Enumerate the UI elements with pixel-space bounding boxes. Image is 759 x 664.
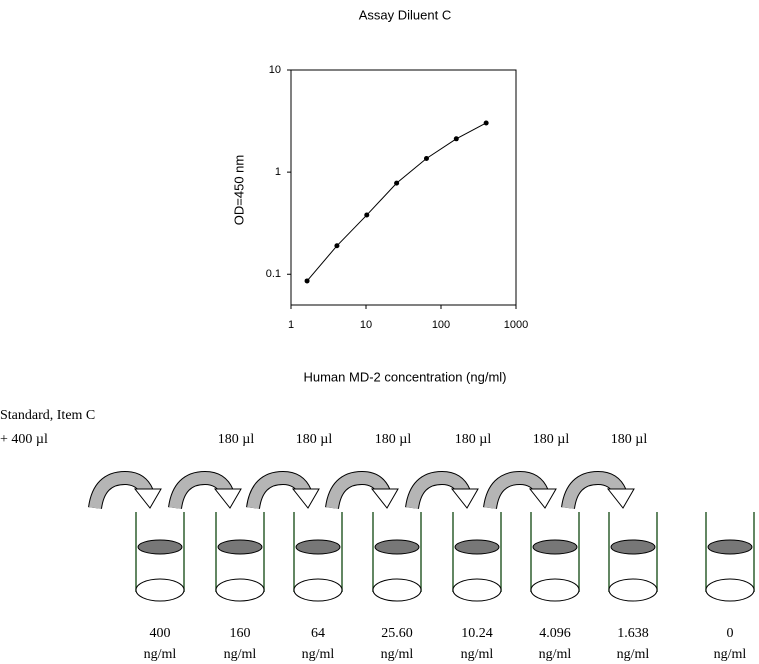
arrow-head <box>291 488 320 509</box>
tube-unit: ng/ml <box>224 647 257 662</box>
tube-liquid <box>217 539 263 555</box>
tube-bottom <box>452 578 502 602</box>
tube-concentration: 25.60 <box>381 626 413 641</box>
arrow-head <box>133 488 162 509</box>
y-tick-label: 10 <box>269 64 281 76</box>
tube-unit: ng/ml <box>144 647 177 662</box>
arrow-body <box>406 471 470 510</box>
arrow-head <box>606 488 635 509</box>
tube-liquid <box>610 539 656 555</box>
tube-bottom <box>293 578 343 602</box>
tube-concentration: 0 <box>727 626 734 641</box>
transfer-volume: 180 µl <box>455 432 492 447</box>
tube-unit: ng/ml <box>539 647 572 662</box>
tube-concentration: 4.096 <box>539 626 571 641</box>
arrow-body <box>326 471 390 510</box>
tube-bottom <box>705 578 755 602</box>
data-point <box>364 212 370 218</box>
y-tick-label: 1 <box>275 166 281 178</box>
tube-liquid <box>137 539 183 555</box>
arrow-body <box>562 471 626 510</box>
tube-concentration: 400 <box>150 626 171 641</box>
tube-liquid <box>295 539 341 555</box>
standard-label: Standard, Item C <box>0 408 95 423</box>
transfer-volume: 180 µl <box>296 432 333 447</box>
data-point <box>483 120 489 126</box>
tube-liquid <box>374 539 420 555</box>
arrow-head <box>450 488 479 509</box>
tube-concentration: 1.638 <box>617 626 649 641</box>
tube-liquid <box>454 539 500 555</box>
arrow-body <box>247 471 311 510</box>
tube-concentration: 64 <box>311 626 325 641</box>
data-point <box>394 180 400 186</box>
tube-unit: ng/ml <box>381 647 414 662</box>
x-tick-label: 1 <box>288 319 294 331</box>
transfer-volume: 180 µl <box>218 432 255 447</box>
data-point <box>304 278 310 284</box>
arrow-body <box>169 471 233 510</box>
arrow-body <box>484 471 548 510</box>
tube-bottom <box>135 578 185 602</box>
tube-concentration: 160 <box>230 626 251 641</box>
transfer-volume: 180 µl <box>375 432 412 447</box>
tube-bottom <box>372 578 422 602</box>
tube-liquid <box>532 539 578 555</box>
x-axis-label: Human MD-2 concentration (ng/ml) <box>303 369 506 384</box>
tube-unit: ng/ml <box>302 647 335 662</box>
x-tick-label: 1000 <box>504 319 528 331</box>
data-point <box>334 243 340 249</box>
data-point <box>423 155 429 161</box>
tube-bottom <box>608 578 658 602</box>
arrow-head <box>528 488 557 509</box>
transfer-volume: 180 µl <box>533 432 570 447</box>
chart-title: Assay Diluent C <box>359 7 451 22</box>
x-tick-label: 100 <box>432 319 450 331</box>
x-tick-label: 10 <box>360 319 372 331</box>
tube-bottom <box>530 578 580 602</box>
tube-unit: ng/ml <box>461 647 494 662</box>
tube-unit: ng/ml <box>714 647 747 662</box>
tube-bottom <box>215 578 265 602</box>
transfer-volume: 180 µl <box>611 432 648 447</box>
tube-liquid <box>707 539 753 555</box>
arrow-body <box>89 471 153 510</box>
arrow-head <box>213 488 242 509</box>
data-point <box>453 136 459 142</box>
standard-volume: + 400 µl <box>0 432 48 447</box>
y-axis-label: OD=450 nm <box>231 155 246 225</box>
plot-frame <box>290 69 517 306</box>
y-tick-label: 0.1 <box>266 268 281 280</box>
series-line <box>306 122 487 282</box>
tube-concentration: 10.24 <box>461 626 493 641</box>
arrow-head <box>370 488 399 509</box>
tube-unit: ng/ml <box>617 647 650 662</box>
